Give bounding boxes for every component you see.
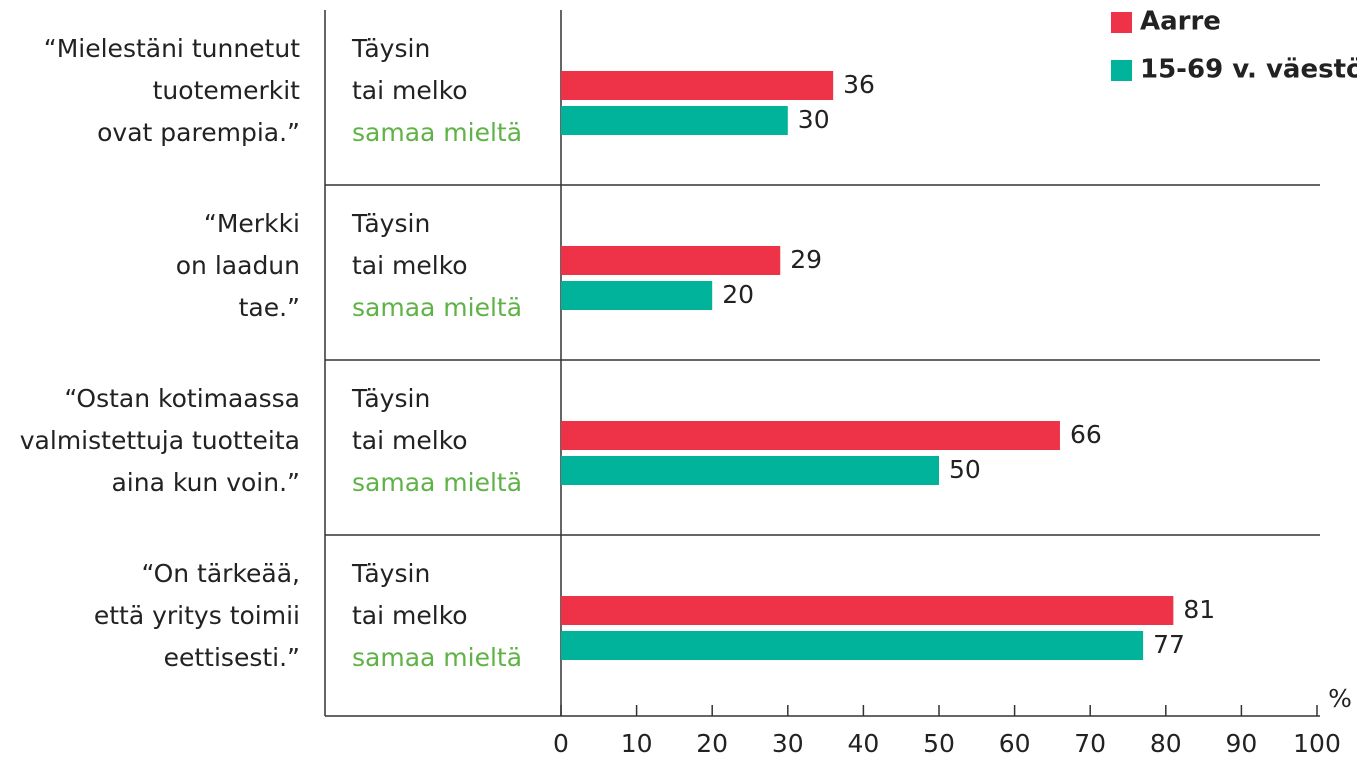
- value-label: 30: [798, 105, 830, 134]
- bar: [561, 106, 788, 135]
- sublabel-highlight: samaa mieltä: [352, 643, 522, 672]
- x-tick-label: 60: [999, 729, 1031, 758]
- x-tick-label: 80: [1150, 729, 1182, 758]
- bar: [561, 281, 713, 310]
- category-label: tae.”: [239, 293, 300, 322]
- value-label: 77: [1153, 630, 1185, 659]
- category-label: että yritys toimii: [94, 601, 300, 630]
- value-label: 20: [722, 280, 754, 309]
- x-tick-label: 100: [1293, 729, 1341, 758]
- category-label: on laadun: [176, 251, 300, 280]
- sublabel: Täysin: [351, 559, 430, 588]
- x-tick-label: 70: [1074, 729, 1106, 758]
- x-tick-label: 0: [553, 729, 569, 758]
- sublabel: tai melko: [352, 426, 468, 455]
- category-label: “Merkki: [204, 209, 300, 238]
- bar: [561, 421, 1060, 450]
- category-label: aina kun voin.”: [111, 468, 300, 497]
- value-label: 36: [843, 70, 875, 99]
- category-label: ovat parempia.”: [97, 118, 300, 147]
- value-label: 29: [790, 245, 822, 274]
- sublabel-highlight: samaa mieltä: [352, 468, 522, 497]
- x-tick-label: 50: [923, 729, 955, 758]
- x-tick-label: 20: [696, 729, 728, 758]
- sublabel: Täysin: [351, 209, 430, 238]
- x-tick-label: 30: [772, 729, 804, 758]
- bar: [561, 596, 1174, 625]
- bar: [561, 456, 939, 485]
- axis-unit: %: [1328, 684, 1352, 713]
- legend-label: 15-69 v. väestö: [1140, 55, 1357, 85]
- category-label: valmistettuja tuotteita: [20, 426, 300, 455]
- x-tick-label: 90: [1225, 729, 1257, 758]
- sublabel-highlight: samaa mieltä: [352, 118, 522, 147]
- category-label: tuotemerkit: [153, 76, 301, 105]
- value-label: 66: [1070, 420, 1102, 449]
- sublabel: tai melko: [352, 251, 468, 280]
- bar: [561, 631, 1144, 660]
- sublabel: Täysin: [351, 384, 430, 413]
- legend-label: Aarre: [1140, 7, 1221, 37]
- bar: [561, 246, 781, 275]
- value-label: 81: [1183, 595, 1215, 624]
- bar: [561, 71, 834, 100]
- sublabel: Täysin: [351, 34, 430, 63]
- x-tick-label: 40: [847, 729, 879, 758]
- category-label: eettisesti.”: [164, 643, 300, 672]
- category-label: “Ostan kotimaassa: [64, 384, 300, 413]
- sublabel: tai melko: [352, 76, 468, 105]
- category-label: “On tärkeää,: [142, 559, 300, 588]
- value-label: 50: [949, 455, 981, 484]
- sublabel-highlight: samaa mieltä: [352, 293, 522, 322]
- legend-swatch: [1111, 60, 1132, 81]
- x-tick-label: 10: [621, 729, 653, 758]
- legend-swatch: [1111, 12, 1132, 33]
- sublabel: tai melko: [352, 601, 468, 630]
- category-label: “Mielestäni tunnetut: [44, 34, 300, 63]
